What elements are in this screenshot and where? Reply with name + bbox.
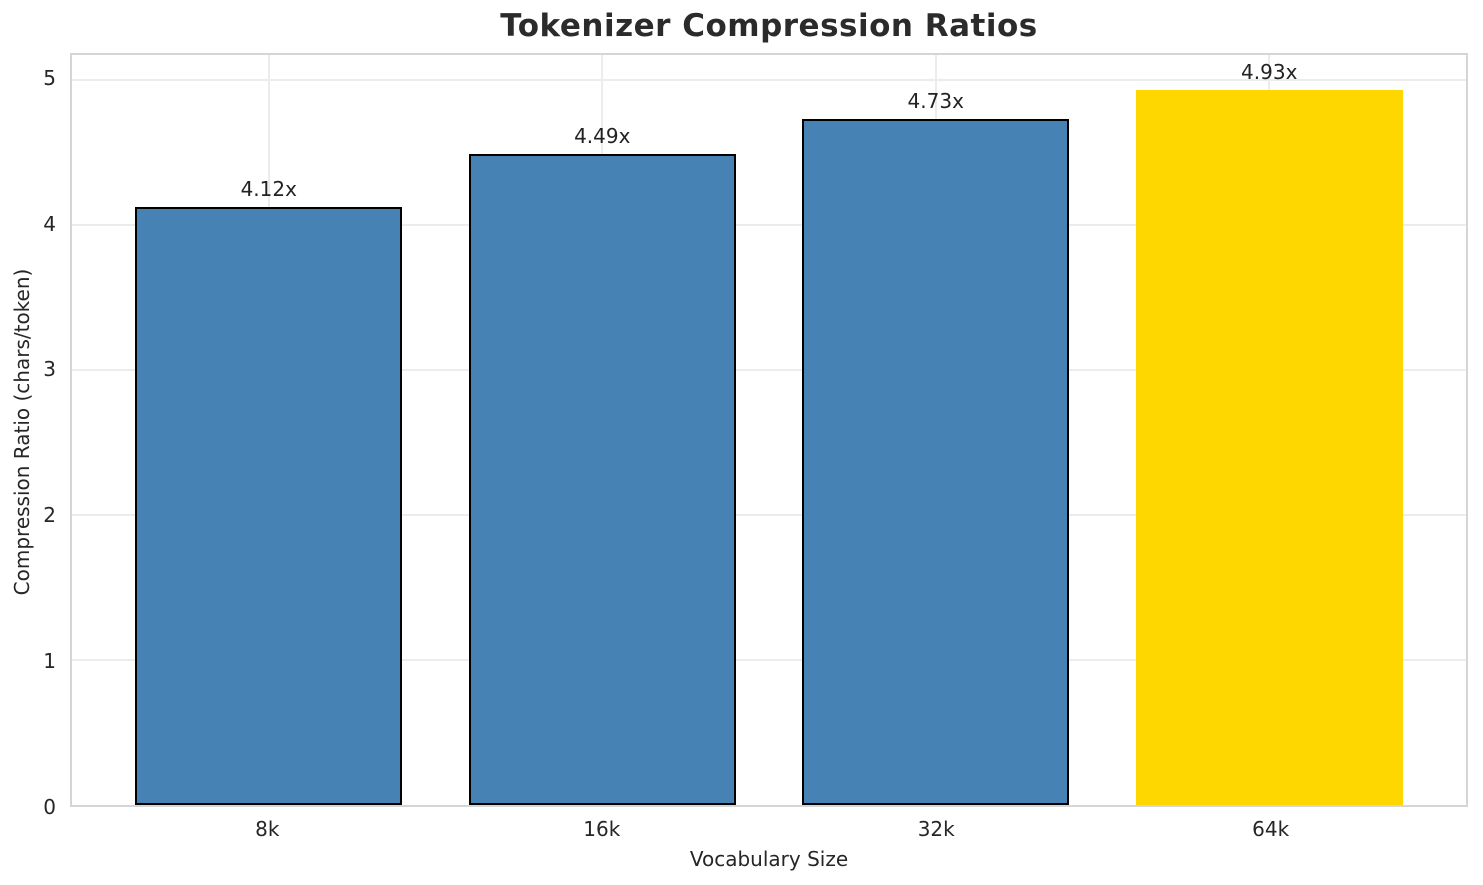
bar-8k [135,207,403,805]
bar-value-label: 4.73x [907,88,964,113]
x-tick-label-16k: 16k [583,817,621,841]
y-tick-label: 1 [43,649,56,674]
bar-value-label: 4.93x [1241,59,1298,84]
y-tick-label: 3 [43,357,56,382]
x-axis-label: Vocabulary Size [689,847,849,871]
bar-32k [802,118,1070,805]
y-tick-label: 0 [43,795,56,819]
y-tick-label: 4 [43,211,56,236]
gridline-horizontal [72,658,1466,661]
gridline-horizontal [72,223,1466,226]
x-tick-label-8k: 8k [255,817,280,841]
x-tick-label-64k: 64k [1252,817,1290,841]
y-tick-label: 2 [43,503,56,528]
bar-value-label: 4.12x [240,177,297,202]
x-tick-label-32k: 32k [917,817,955,841]
y-tick-label: 5 [43,65,56,90]
bar-value-label: 4.49x [574,123,631,148]
gridline-horizontal [72,368,1466,371]
bar-16k [468,153,736,805]
plot-area: 4.12x 4.49x 4.73x 4.93x [70,53,1468,807]
gridline-horizontal [72,78,1466,81]
bar-64k [1135,89,1403,805]
chart-title: Tokenizer Compression Ratios [500,8,1038,44]
gridline-horizontal [72,513,1466,516]
y-axis-label: Compression Ratio (chars/token) [10,268,34,596]
